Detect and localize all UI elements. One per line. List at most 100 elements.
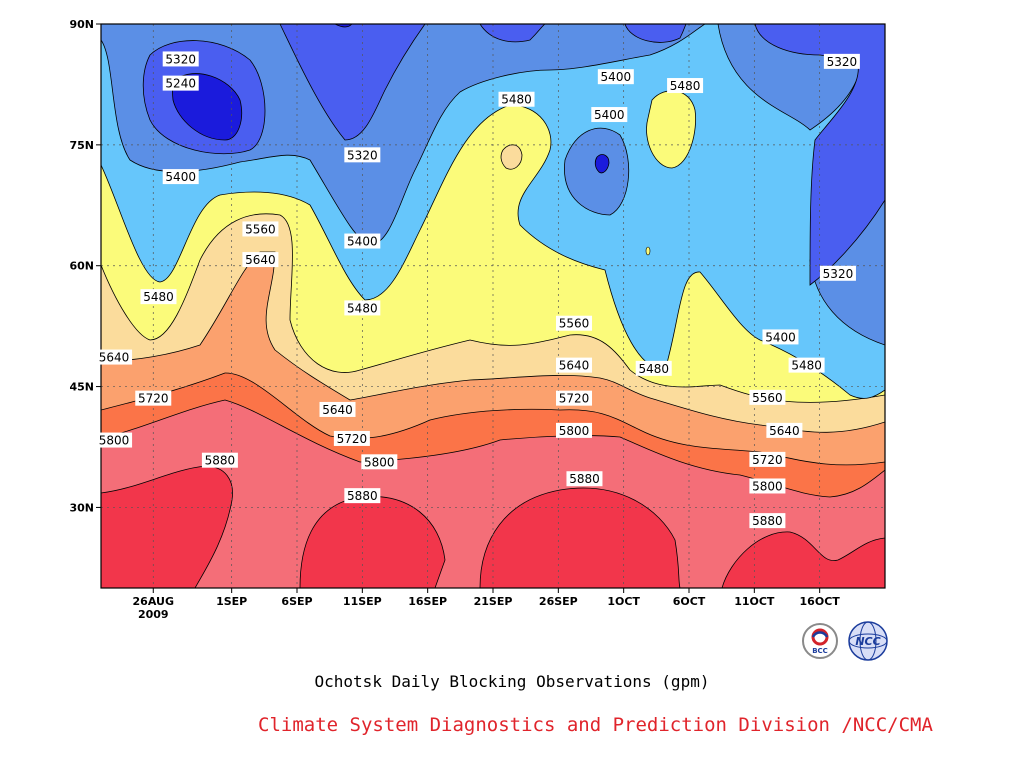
y-axis: 90N 75N 60N 45N 30N	[69, 18, 101, 514]
bcc-logo-text: BCC	[812, 647, 828, 655]
contour-label-bg	[591, 107, 628, 123]
contour-label: 5400	[344, 233, 381, 249]
contour-label-bg	[788, 357, 825, 373]
credit-line: Climate System Diagnostics and Predictio…	[258, 714, 933, 736]
y-tick-label: 45N	[69, 381, 94, 394]
contour-label-bg	[597, 69, 634, 85]
y-tick-label: 75N	[69, 139, 94, 152]
logos: BCC NCC	[802, 621, 888, 661]
x-tick-label: 26SEP	[539, 595, 578, 608]
contour-label-bg	[96, 349, 133, 365]
contour-label-text: 5480	[143, 290, 174, 304]
contour-label-bg	[344, 488, 381, 504]
contour-label-bg	[242, 221, 279, 237]
contour-label: 5720	[333, 430, 370, 446]
contour-label: 5880	[749, 513, 786, 529]
contour-label: 5720	[556, 390, 593, 406]
contour-label: 5320	[823, 53, 860, 69]
contour-label-bg	[819, 265, 856, 281]
contour-labels: 5320 5240 5320 5400 5560 5640 5400 5480 5480 5480…	[96, 51, 860, 529]
contour-label-text: 5880	[205, 454, 236, 468]
contour-label: 5480	[498, 91, 535, 107]
x-tick-label: 1SEP	[216, 595, 247, 608]
contour-label-text: 5480	[670, 79, 701, 93]
contour-label-bg	[556, 357, 593, 373]
contour-label-bg	[96, 432, 133, 448]
contour-label: 5320	[162, 51, 199, 67]
x-tick-label: 16OCT	[800, 595, 841, 608]
x-tick-label: 21SEP	[474, 595, 513, 608]
contour-label-bg	[762, 329, 799, 345]
contour-label-text: 5320	[165, 52, 196, 66]
contour-label-bg	[667, 78, 704, 94]
contour-label-text: 5800	[364, 455, 395, 469]
contour-label: 5800	[749, 478, 786, 494]
contour-label-text: 5480	[347, 301, 378, 315]
x-tick-label: 16SEP	[408, 595, 447, 608]
contour-label: 5880	[344, 488, 381, 504]
contour-label-text: 5480	[638, 362, 669, 376]
band-5320-5400	[101, 24, 885, 346]
contour-label-bg	[242, 252, 279, 268]
band-5240-5320	[142, 24, 885, 286]
contour-label: 5640	[766, 422, 803, 438]
contour-label: 5720	[749, 451, 786, 467]
contour-label-bg	[556, 422, 593, 438]
contour-label: 5480	[788, 357, 825, 373]
contour-label-bg	[319, 401, 356, 417]
x-tick-year-label: 2009	[138, 608, 169, 621]
y-tick-label: 90N	[69, 18, 94, 31]
contour-label-text: 5400	[601, 70, 632, 84]
contour-label-bg	[162, 75, 199, 91]
contour-label-bg	[333, 430, 370, 446]
contour-label: 5400	[597, 69, 634, 85]
contour-label-text: 5800	[752, 479, 783, 493]
contour-label: 5240	[162, 75, 199, 91]
contour-label: 5400	[162, 169, 199, 185]
contour-label-text: 5800	[99, 434, 130, 448]
contour-label-text: 5880	[752, 514, 783, 528]
contour-label-text: 5320	[347, 148, 378, 162]
contour-label-text: 5320	[823, 267, 854, 281]
contour-label-bg	[749, 513, 786, 529]
ncc-logo-text: NCC	[855, 635, 880, 648]
contour-label: 5560	[749, 389, 786, 405]
chart-caption: Ochotsk Daily Blocking Observations (gpm…	[314, 672, 710, 691]
contour-label-text: 5400	[765, 330, 796, 344]
contour-label-bg	[344, 300, 381, 316]
contour-label: 5640	[96, 349, 133, 365]
contour-label-bg	[749, 451, 786, 467]
contour-label-text: 5640	[322, 403, 353, 417]
contour-label: 5480	[140, 289, 177, 305]
contour-label-text: 5640	[559, 359, 590, 373]
contour-label-text: 5720	[559, 392, 590, 406]
contour-label-bg	[766, 422, 803, 438]
gridlines	[101, 24, 885, 588]
contour-label-bg	[556, 390, 593, 406]
contour-label: 5480	[667, 78, 704, 94]
contour-label-text: 5560	[752, 391, 783, 405]
contour-label: 5320	[344, 147, 381, 163]
contour-label-bg	[566, 471, 603, 487]
bcc-logo-icon: BCC	[802, 623, 838, 659]
contour-label: 5560	[556, 315, 593, 331]
contour-label-bg	[162, 169, 199, 185]
contour-label: 5800	[556, 422, 593, 438]
y-tick-label: 60N	[69, 260, 94, 273]
contour-label: 5800	[361, 454, 398, 470]
contour-label-text: 5640	[245, 253, 276, 267]
x-tick-label: 1OCT	[607, 595, 640, 608]
contour-label-text: 5320	[827, 55, 858, 69]
contour-label-bg	[823, 53, 860, 69]
contour-label-bg	[135, 390, 172, 406]
contour-label-bg	[498, 91, 535, 107]
contour-label: 5720	[135, 390, 172, 406]
contour-label-bg	[361, 454, 398, 470]
contour-label: 5880	[566, 471, 603, 487]
contour-label-text: 5240	[165, 77, 196, 91]
x-tick-label: 26AUG	[133, 595, 174, 608]
contour-label-text: 5640	[769, 424, 800, 438]
contour-label: 5640	[556, 357, 593, 373]
